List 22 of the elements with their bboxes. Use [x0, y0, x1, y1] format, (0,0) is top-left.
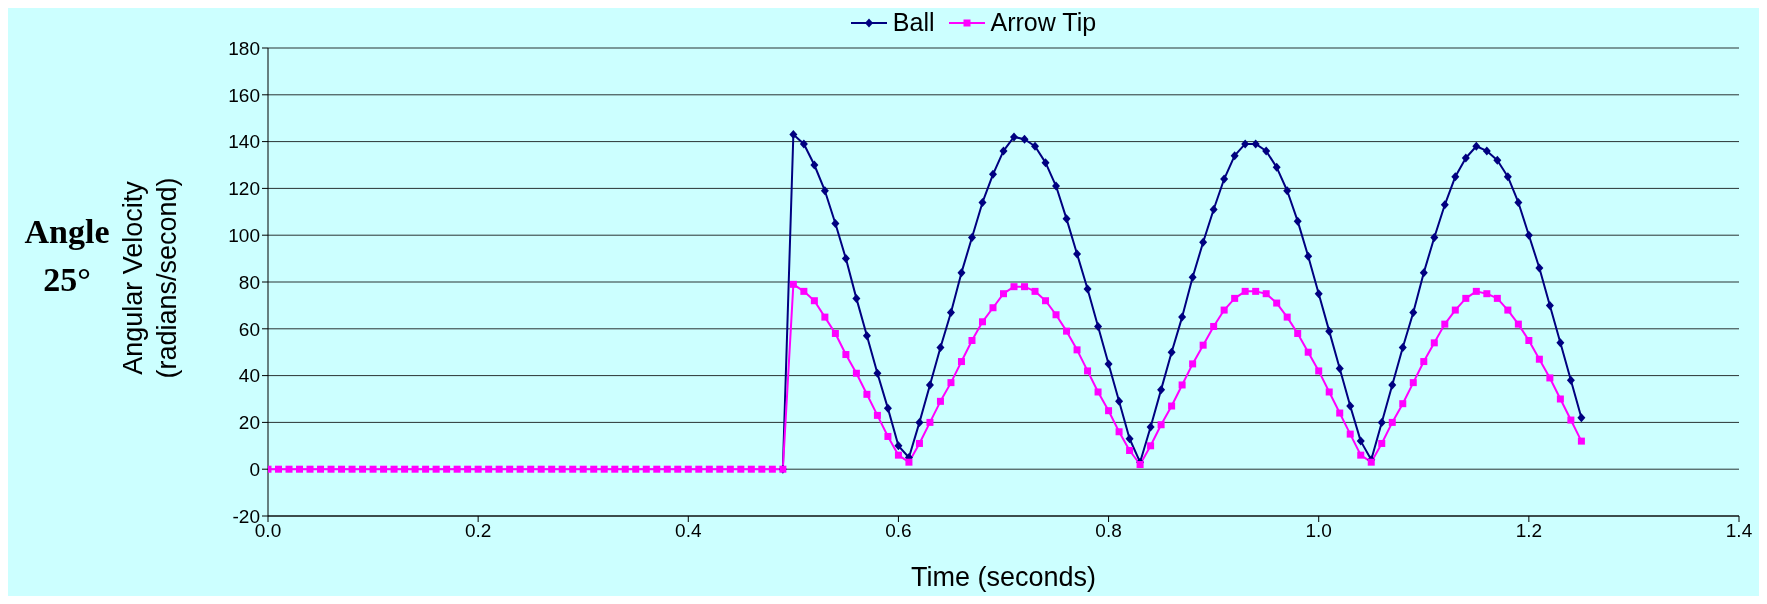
x-tick-label: 1.0 — [1305, 520, 1332, 542]
y-tick-label: 160 — [228, 84, 260, 106]
x-tick-label: 0.4 — [675, 520, 702, 542]
y-tick-label: 20 — [238, 412, 260, 434]
legend-label: Arrow Tip — [989, 8, 1097, 37]
y-tick-label: 100 — [228, 224, 260, 246]
x-axis-title: Time (seconds) — [910, 562, 1097, 592]
y-tick-label: 80 — [238, 271, 260, 293]
x-tick-label: 1.2 — [1515, 520, 1543, 542]
y-axis-title: Angular Velocity (radians/second) — [118, 177, 182, 379]
text: Angle 25° — [24, 213, 110, 298]
y-tick-label: 40 — [238, 365, 260, 387]
y-tick-label: 0 — [249, 458, 260, 480]
x-tick-label: 1.4 — [1725, 520, 1753, 542]
y-tick-label: 120 — [228, 178, 260, 200]
x-tick-label: 0.8 — [1095, 520, 1122, 542]
x-tick-label: 0.2 — [464, 520, 492, 542]
y-tick-label: 140 — [228, 131, 260, 153]
x-tick-label: 0.6 — [885, 520, 912, 542]
y-tick-label: 180 — [228, 37, 260, 59]
legend-label: Ball — [891, 8, 935, 37]
y-tick-label: 60 — [238, 318, 260, 340]
